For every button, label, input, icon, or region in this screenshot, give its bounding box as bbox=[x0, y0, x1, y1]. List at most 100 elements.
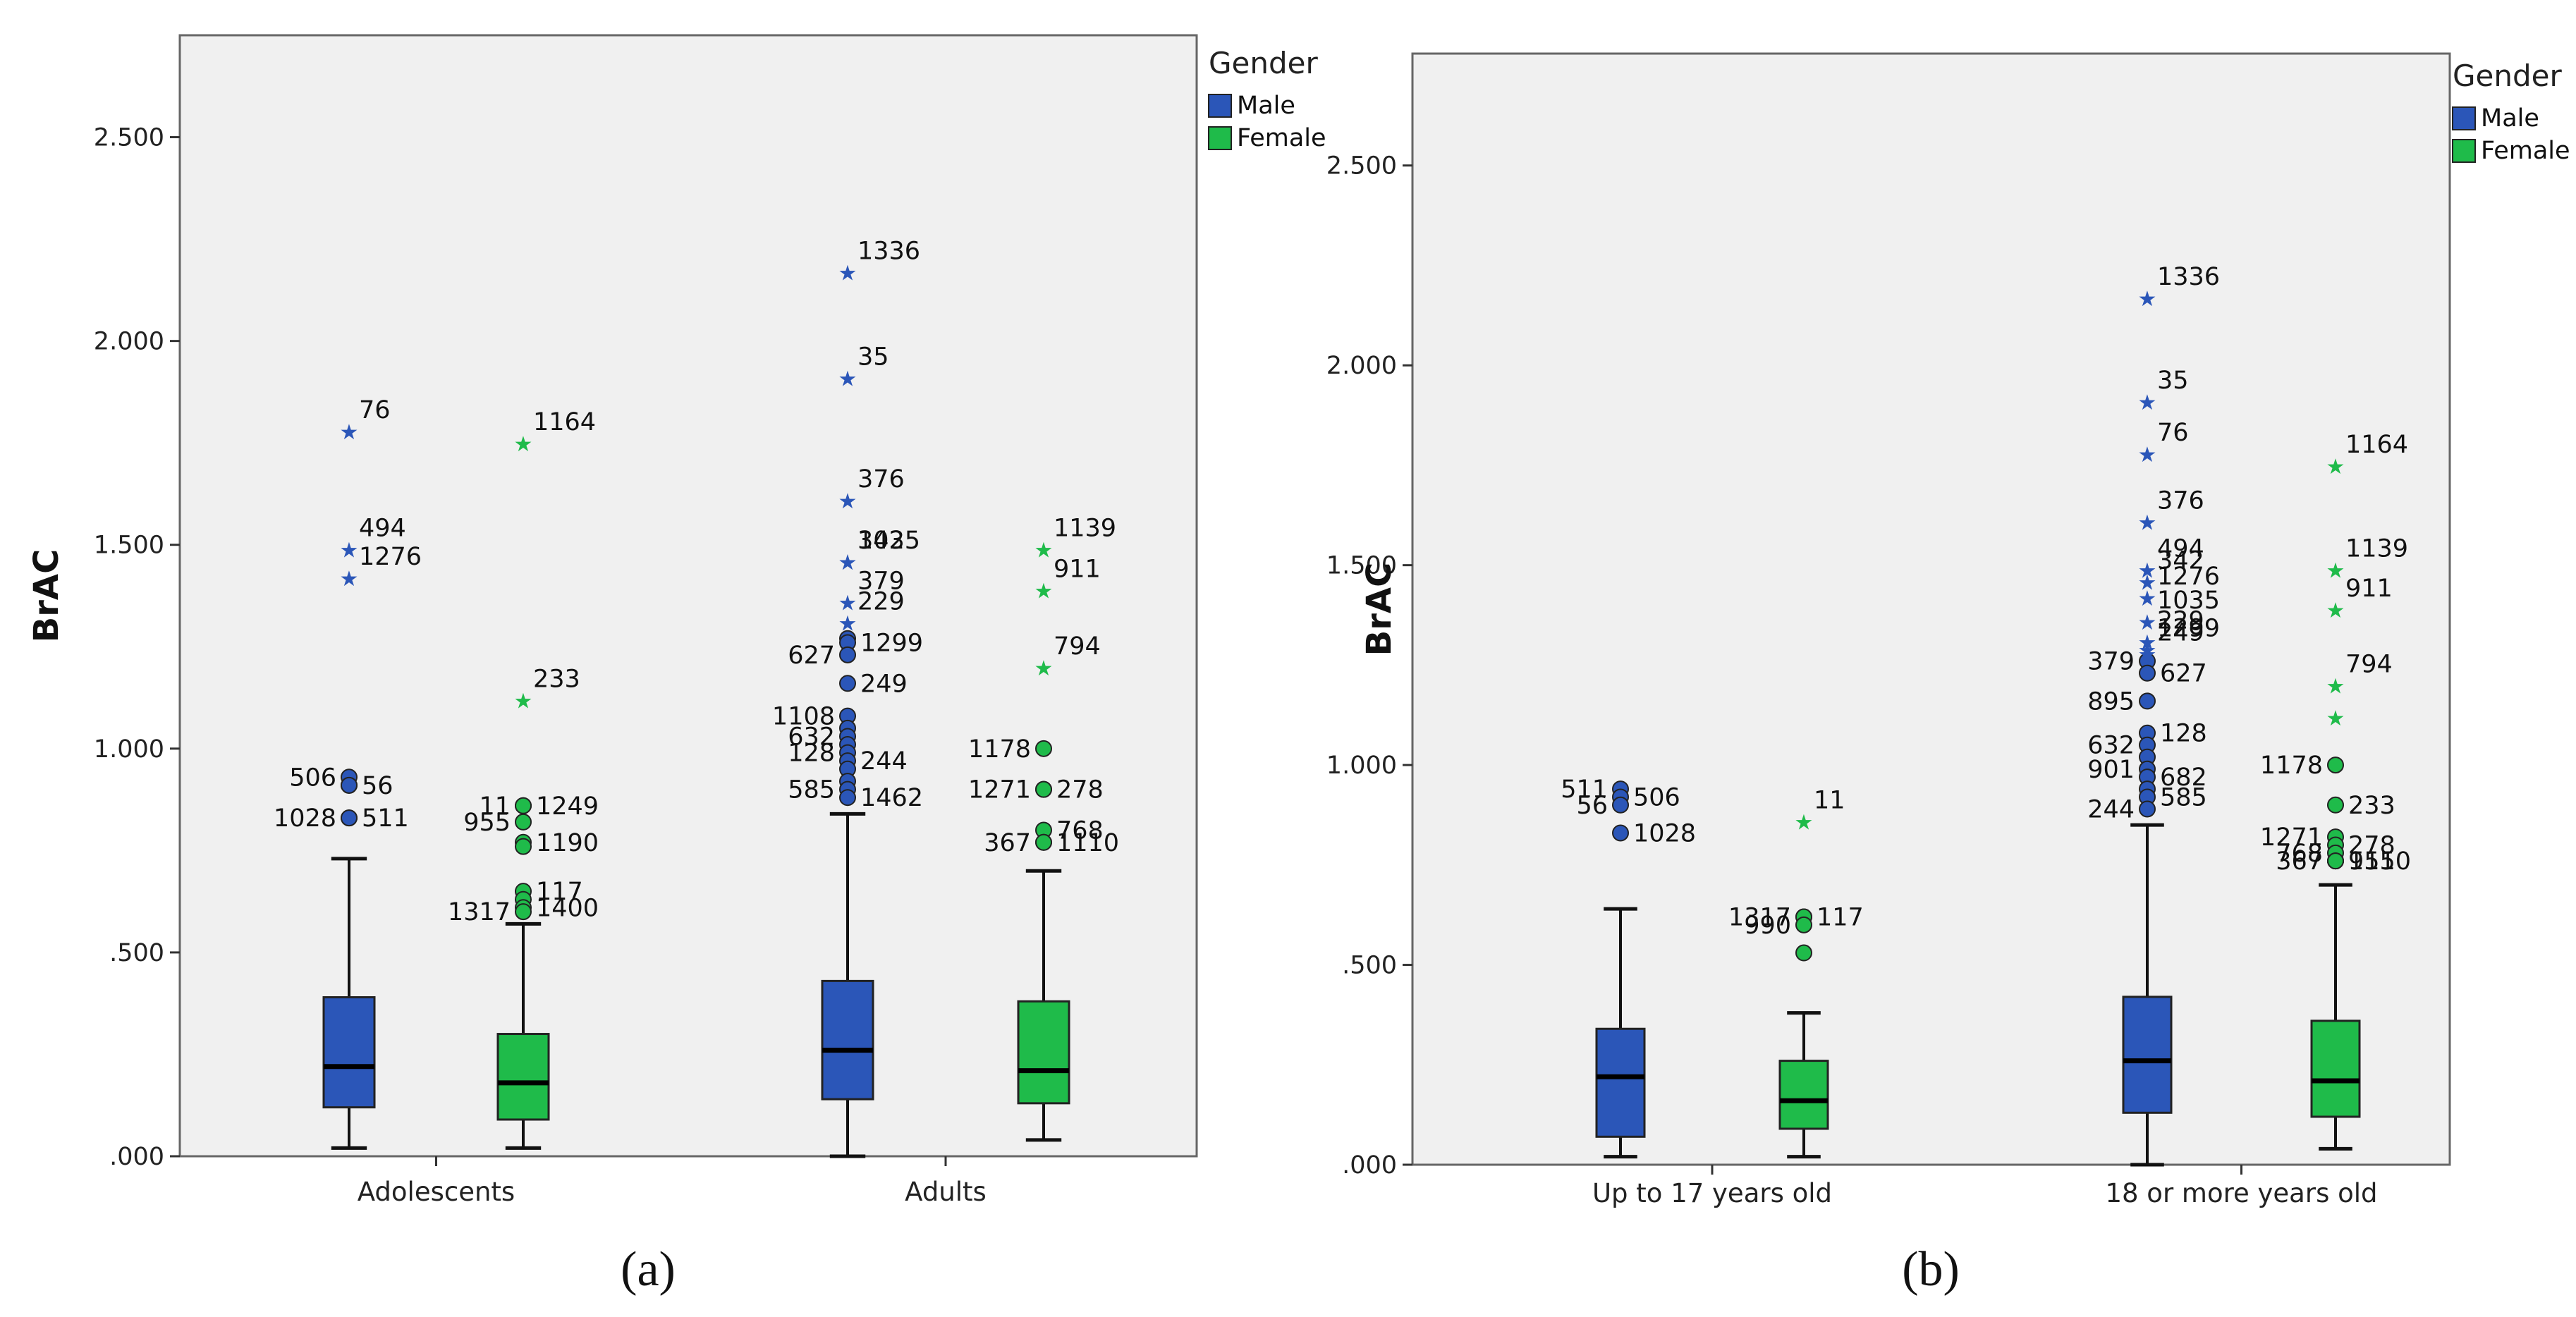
extreme-label: 1035 bbox=[2157, 587, 2220, 615]
extreme-star-icon: ★ bbox=[2138, 587, 2157, 611]
extreme-star-icon: ★ bbox=[2138, 639, 2157, 663]
extreme-label: 1164 bbox=[2345, 431, 2408, 459]
extreme-star-icon: ★ bbox=[2326, 706, 2345, 731]
extreme-label: 379 bbox=[857, 568, 905, 596]
outlier-label: 1271 bbox=[2260, 823, 2323, 852]
legend-entry: Male bbox=[2481, 104, 2539, 133]
extreme-label: 1276 bbox=[359, 543, 422, 571]
outlier-label: 128 bbox=[2160, 720, 2207, 748]
extreme-star-icon: ★ bbox=[838, 261, 857, 286]
extreme-star-icon: ★ bbox=[2326, 675, 2345, 699]
outlier-label: 511 bbox=[362, 804, 409, 833]
outlier-point bbox=[1612, 796, 1629, 814]
y-tick-label: 1.500 bbox=[1326, 552, 1397, 580]
legend: Gender Male Female bbox=[2452, 59, 2570, 165]
outlier-label: 367 bbox=[2276, 847, 2323, 876]
extreme-star-icon: ★ bbox=[1034, 539, 1054, 563]
outlier-label: 627 bbox=[2160, 660, 2207, 688]
outlier-label: 1299 bbox=[860, 629, 923, 657]
outlier-point bbox=[2327, 756, 2344, 774]
extreme-label: 1139 bbox=[1054, 515, 1116, 543]
outlier-label: 632 bbox=[788, 723, 835, 751]
extreme-label: 249 bbox=[2157, 618, 2204, 647]
extreme-label: 229 bbox=[857, 588, 905, 616]
extreme-label: 376 bbox=[2157, 486, 2204, 515]
outlier-label: 367 bbox=[984, 829, 1031, 857]
extreme-label: 1139 bbox=[2345, 534, 2408, 563]
extreme-star-icon: ★ bbox=[514, 689, 533, 713]
extreme-star-icon: ★ bbox=[2138, 611, 2157, 635]
outlier-label: 1178 bbox=[968, 735, 1031, 764]
outlier-label: 249 bbox=[860, 670, 908, 698]
outlier-point bbox=[2139, 664, 2156, 682]
outlier-label: 955 bbox=[463, 809, 511, 837]
extreme-star-icon: ★ bbox=[1034, 656, 1054, 681]
outlier-label: 233 bbox=[2348, 792, 2395, 820]
extreme-label: 342 bbox=[857, 527, 905, 555]
outlier-label: 1110 bbox=[1056, 829, 1119, 857]
iqr-box bbox=[821, 979, 874, 1101]
legend-swatch bbox=[2452, 139, 2476, 163]
extreme-label: 494 bbox=[359, 515, 406, 543]
extreme-label: 1164 bbox=[533, 408, 596, 436]
y-tick-label: .000 bbox=[109, 1143, 164, 1171]
outlier-point bbox=[515, 903, 532, 921]
extreme-star-icon: ★ bbox=[2138, 558, 2157, 583]
extreme-star-icon: ★ bbox=[2138, 642, 2157, 667]
y-tick-label: .500 bbox=[1342, 952, 1397, 980]
outlier-point bbox=[1612, 824, 1629, 842]
extreme-label: 1336 bbox=[857, 237, 920, 265]
outlier-label: 244 bbox=[860, 747, 908, 776]
outlier-point bbox=[2139, 692, 2156, 710]
extreme-label: 342 bbox=[2157, 546, 2204, 575]
extreme-label: 911 bbox=[2345, 575, 2393, 603]
y-tick-label: 1.500 bbox=[94, 532, 164, 560]
extreme-label: 494 bbox=[2157, 534, 2204, 563]
y-axis: .000 .500 1.000 1.500 2.000 2.500 bbox=[1326, 152, 1412, 1180]
extreme-star-icon: ★ bbox=[2326, 558, 2345, 583]
outlier-point bbox=[1035, 740, 1052, 757]
iqr-box bbox=[1017, 1000, 1070, 1105]
outlier-label: 585 bbox=[788, 776, 835, 804]
panel-caption: (b) bbox=[1902, 1242, 1960, 1297]
outlier-point bbox=[839, 675, 856, 692]
outlier-label: 627 bbox=[788, 642, 835, 670]
outlier-point bbox=[1795, 944, 1812, 962]
chart-panel-1: .000 .500 1.000 1.500 2.000 2.500 BrAC Up to 17… bbox=[1326, 52, 2570, 1297]
extreme-label: 35 bbox=[857, 343, 889, 372]
extreme-star-icon: ★ bbox=[2138, 630, 2157, 655]
outlier-label: 379 bbox=[2087, 648, 2135, 676]
outlier-label: 278 bbox=[2348, 831, 2395, 859]
extreme-label: 233 bbox=[533, 665, 580, 693]
outlier-label: 1028 bbox=[1633, 819, 1696, 847]
extreme-label: 1299 bbox=[2157, 615, 2220, 643]
extreme-star-icon: ★ bbox=[2326, 455, 2345, 479]
extreme-star-icon: ★ bbox=[838, 551, 857, 575]
outlier-label: 768 bbox=[1056, 816, 1104, 845]
legend-entry: Female bbox=[1237, 124, 1326, 152]
extreme-star-icon: ★ bbox=[340, 539, 359, 563]
extreme-star-icon: ★ bbox=[838, 489, 857, 514]
outlier-label: 128 bbox=[788, 740, 835, 768]
extreme-star-icon: ★ bbox=[2138, 391, 2157, 415]
legend-title: Gender bbox=[1209, 46, 1319, 80]
outlier-label: 117 bbox=[536, 878, 583, 906]
outlier-label: 11 bbox=[479, 792, 511, 821]
category-label: Adults bbox=[905, 1177, 987, 1207]
boxplot-female-0: 1317 117 990 ★11 bbox=[1728, 786, 1864, 1159]
extreme-star-icon: ★ bbox=[1034, 579, 1054, 604]
panel-caption: (a) bbox=[621, 1242, 676, 1297]
category-label: Up to 17 years old bbox=[1592, 1178, 1832, 1208]
outlier-label: 1108 bbox=[772, 703, 835, 731]
iqr-box bbox=[322, 996, 376, 1109]
y-axis: .000 .500 1.000 1.500 2.000 2.500 bbox=[94, 124, 180, 1171]
outlier-point bbox=[515, 813, 532, 831]
outlier-point bbox=[515, 797, 532, 814]
legend: Gender Male Female bbox=[1208, 46, 1326, 152]
outlier-label: 632 bbox=[2087, 732, 2135, 760]
outlier-label: 244 bbox=[2087, 795, 2135, 823]
y-tick-label: 2.500 bbox=[94, 124, 164, 152]
